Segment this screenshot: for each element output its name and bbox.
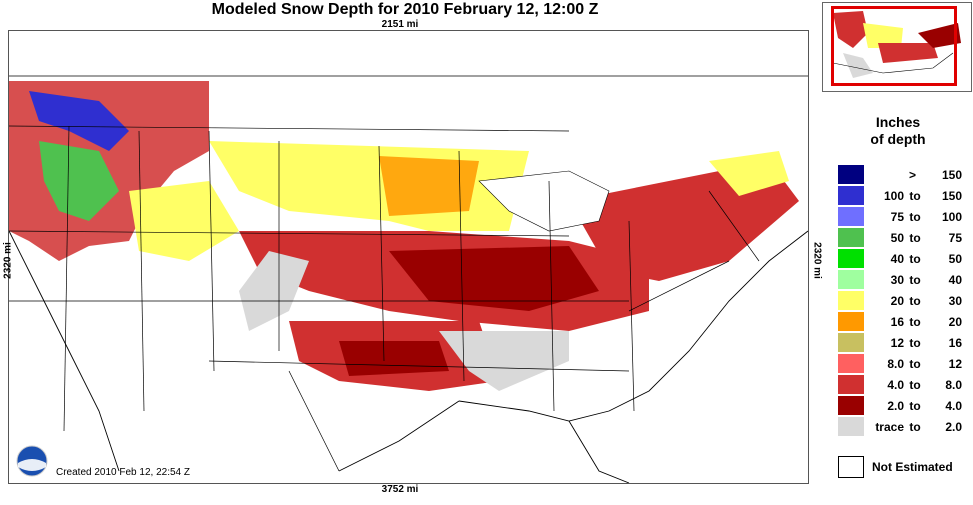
overview-inset-map[interactable] — [822, 2, 972, 92]
legend-swatch — [838, 164, 864, 184]
legend-to: to — [909, 357, 921, 371]
coastlines — [9, 230, 808, 483]
legend-to: to — [909, 399, 921, 413]
legend-min: 4.0 — [887, 378, 904, 392]
legend-max: 150 — [941, 168, 962, 182]
legend-to: to — [909, 294, 921, 308]
legend-swatch — [838, 332, 864, 352]
legend-row: 16 to 20 — [838, 311, 973, 332]
legend-min: 100 — [883, 189, 904, 203]
snow-region-north-plains-orange — [379, 156, 479, 216]
legend-max: 40 — [948, 273, 962, 287]
legend-max: 150 — [941, 189, 962, 203]
legend-row: 75 to 100 — [838, 206, 973, 227]
legend-to: to — [909, 231, 921, 245]
legend-min: 2.0 — [887, 399, 904, 413]
legend-min: trace — [875, 420, 904, 434]
legend-min: 20 — [890, 294, 904, 308]
legend-row: 12 to 16 — [838, 332, 973, 353]
created-timestamp: Created 2010 Feb 12, 22:54 Z — [56, 467, 190, 478]
legend-to: to — [909, 189, 921, 203]
snow-region-rockies-mid — [39, 141, 119, 221]
not-estimated-swatch — [838, 456, 864, 478]
legend-swatch — [838, 416, 864, 436]
legend-row: trace to 2.0 — [838, 416, 973, 437]
inset-viewport-frame — [831, 6, 957, 86]
legend-swatch — [838, 227, 864, 247]
legend-to: to — [909, 336, 921, 350]
snow-region-north-plains — [209, 141, 529, 231]
snow-region-south-darkred — [339, 341, 449, 376]
legend-min: 75 — [890, 210, 904, 224]
map-title: Modeled Snow Depth for 2010 February 12,… — [211, 1, 599, 18]
legend-max: 8.0 — [945, 378, 962, 392]
legend-swatch — [838, 269, 864, 289]
legend-to: to — [909, 420, 921, 434]
legend-to: to — [909, 210, 921, 224]
snow-region-northeast-yellow — [709, 151, 789, 196]
legend-row: 8.0 to 12 — [838, 353, 973, 374]
legend-max: 2.0 — [945, 420, 962, 434]
great-lakes — [478, 170, 610, 232]
legend-to: to — [909, 252, 921, 266]
legend-row: 2.0 to 4.0 — [838, 395, 973, 416]
map-canvas — [9, 75, 808, 483]
legend-max: 30 — [948, 294, 962, 308]
legend: > 150 100 to 150 75 to 100 50 to 75 40 t… — [838, 164, 973, 437]
legend-max: 16 — [948, 336, 962, 350]
legend-swatch — [838, 290, 864, 310]
inset-canvas — [832, 11, 961, 78]
legend-min: 40 — [890, 252, 904, 266]
legend-row: 40 to 50 — [838, 248, 973, 269]
snow-region-trace-south — [439, 331, 569, 391]
legend-min: 30 — [890, 273, 904, 287]
scale-bottom-label: 3752 mi — [381, 484, 419, 495]
legend-title-line2: of depth — [870, 131, 926, 147]
legend-max: 12 — [948, 357, 962, 371]
legend-gt-symbol: > — [908, 168, 916, 182]
legend-min: 12 — [890, 336, 904, 350]
legend-row: 30 to 40 — [838, 269, 973, 290]
snow-region-midwest-darkred — [389, 246, 599, 311]
legend-max: 100 — [941, 210, 962, 224]
legend-swatch — [838, 353, 864, 373]
legend-max: 75 — [948, 231, 962, 245]
legend-min: 50 — [890, 231, 904, 245]
legend-min: 8.0 — [887, 357, 904, 371]
legend-title-line1: Inches — [875, 114, 921, 130]
legend-swatch — [838, 248, 864, 268]
legend-min: 16 — [890, 315, 904, 329]
noaa-logo — [16, 445, 48, 477]
legend-row: 100 to 150 — [838, 185, 973, 206]
scale-right-label: 2320 mi — [811, 242, 823, 279]
snow-region-trace-west — [239, 251, 309, 331]
scale-left-label: 2320 mi — [2, 242, 14, 279]
legend-to: to — [909, 315, 921, 329]
legend-swatch — [838, 206, 864, 226]
legend-row: 20 to 30 — [838, 290, 973, 311]
snow-depth-map[interactable] — [8, 30, 809, 484]
legend-swatch — [838, 185, 864, 205]
legend-max: 4.0 — [945, 399, 962, 413]
legend-swatch — [838, 395, 864, 415]
legend-title: Inches of depth — [848, 114, 948, 148]
scale-top-label: 2151 mi — [381, 19, 419, 30]
legend-max: 20 — [948, 315, 962, 329]
legend-to: to — [909, 378, 921, 392]
snow-region-rockies-yellow — [129, 181, 239, 261]
snow-region-rockies-deep — [29, 91, 129, 151]
legend-swatch — [838, 374, 864, 394]
not-estimated-label: Not Estimated — [872, 460, 953, 474]
state-boundaries — [9, 75, 808, 472]
legend-to: to — [909, 273, 921, 287]
legend-row: 4.0 to 8.0 — [838, 374, 973, 395]
legend-row: 50 to 75 — [838, 227, 973, 248]
legend-row: > 150 — [838, 164, 973, 185]
legend-swatch — [838, 311, 864, 331]
legend-max: 50 — [948, 252, 962, 266]
